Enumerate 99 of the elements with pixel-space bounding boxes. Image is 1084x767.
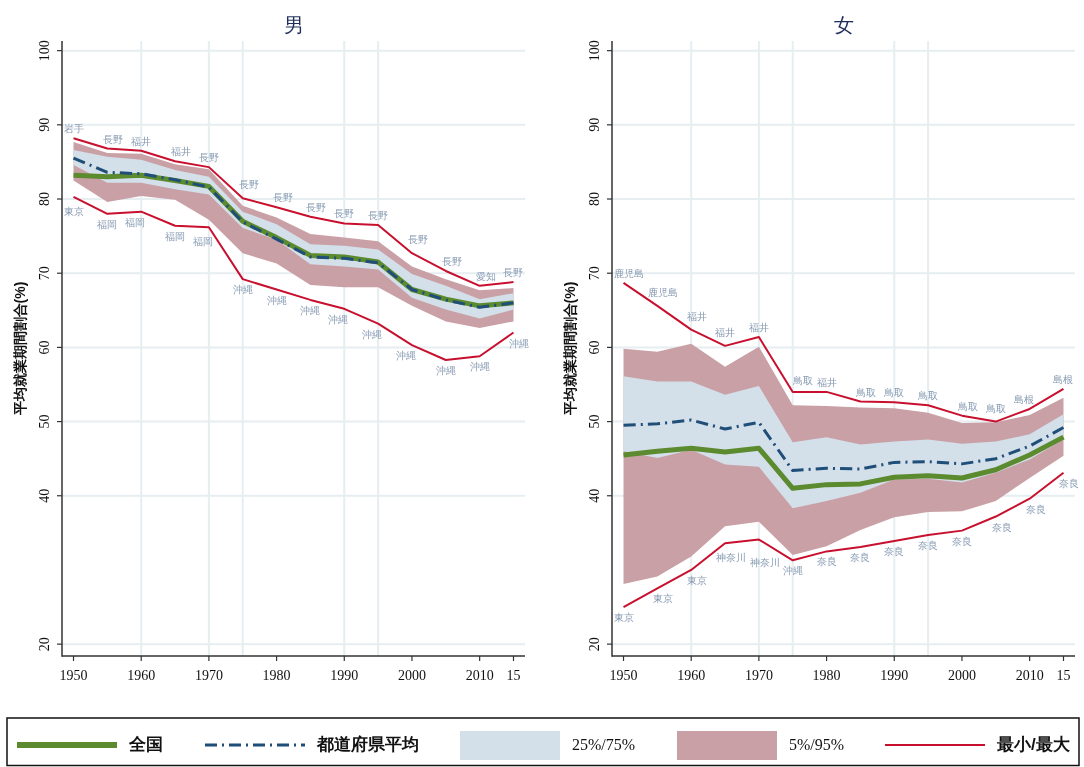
- annotation: 長野: [503, 267, 524, 279]
- x-tick-label: 1980: [812, 668, 841, 683]
- annotation: 愛知: [475, 270, 496, 282]
- chart-title: 女: [833, 14, 854, 36]
- annotation: 福井: [687, 310, 708, 322]
- annotation: 福岡: [125, 216, 146, 228]
- annotation: 福井: [816, 376, 837, 388]
- line-series: [622, 418, 1065, 473]
- y-tick-label: 90: [37, 117, 52, 132]
- annotation: 奈良: [884, 546, 905, 558]
- annotation: 沖縄: [509, 337, 530, 349]
- annotation: 沖縄: [435, 365, 456, 376]
- y-tick-label: 40: [587, 488, 602, 503]
- line-series: [622, 281, 1065, 423]
- annotation: 長野: [103, 133, 124, 145]
- annotation: 長野: [272, 192, 293, 204]
- x-tick-label: 2010: [465, 668, 494, 683]
- annotation: 福井: [715, 326, 736, 338]
- x-tick-label: 1970: [194, 668, 223, 683]
- annotation: 奈良: [918, 540, 939, 552]
- annotation: 福岡: [97, 218, 118, 230]
- y-tick-label: 90: [587, 117, 602, 132]
- y-tick-label: 20: [37, 637, 52, 652]
- annotation: 長野: [238, 179, 259, 191]
- x-tick-label: 1990: [330, 668, 359, 683]
- y-axis-title: 平均就業期間割合(%): [562, 281, 578, 417]
- y-tick-label: 100: [587, 40, 602, 62]
- annotation: 沖縄: [266, 294, 287, 306]
- annotation: 福岡: [165, 230, 186, 242]
- annotation: 鳥取: [855, 386, 877, 398]
- annotation: 島根: [1053, 373, 1074, 385]
- annotation: 東京: [64, 205, 84, 217]
- annotation: 長野: [407, 234, 428, 246]
- x-tick-label: 15: [506, 668, 521, 683]
- x-tick-label: 1960: [127, 668, 156, 683]
- y-tick-label: 100: [37, 40, 52, 62]
- annotation: 長野: [306, 201, 327, 213]
- annotation: 鹿児島: [614, 267, 644, 279]
- annotation: 鳥取: [956, 400, 978, 412]
- annotation: 鹿児島: [648, 286, 679, 298]
- y-tick-label: 60: [37, 340, 52, 355]
- annotation: 沖縄: [232, 284, 253, 296]
- annotation: 東京: [653, 593, 674, 605]
- annotation: 神奈川: [749, 556, 780, 568]
- x-tick-label: 1950: [609, 668, 638, 683]
- annotation: 沖縄: [782, 565, 803, 577]
- y-tick-label: 60: [587, 340, 602, 355]
- annotation: 長野: [334, 208, 355, 220]
- annotation: 鳥取: [917, 390, 939, 402]
- y-tick-label: 80: [587, 192, 602, 207]
- annotation: 奈良: [1059, 477, 1080, 489]
- legend-label: 全国: [128, 735, 163, 754]
- annotation: 東京: [614, 612, 634, 624]
- annotation: 奈良: [951, 535, 972, 547]
- y-tick-label: 70: [37, 266, 52, 281]
- x-tick-label: 1970: [744, 668, 773, 683]
- x-tick-label: 1950: [59, 668, 88, 683]
- annotation: 奈良: [850, 551, 871, 563]
- annotation: 福井: [131, 135, 152, 147]
- x-tick-label: 15: [1056, 668, 1071, 683]
- annotation: 沖縄: [328, 313, 349, 325]
- annotation: 福岡: [192, 236, 213, 248]
- annotation: 神奈川: [716, 552, 747, 564]
- annotation: 福井: [171, 146, 192, 158]
- x-tick-label: 1960: [677, 668, 706, 683]
- annotation: 奈良: [1025, 503, 1046, 515]
- annotation: 長野: [368, 209, 389, 221]
- annotation: 沖縄: [395, 350, 416, 362]
- x-tick-label: 2000: [397, 668, 426, 683]
- legend-label: 最小/最大: [996, 735, 1071, 754]
- annotation: 鳥取: [791, 374, 813, 386]
- chart-title: 男: [283, 14, 304, 36]
- y-tick-label: 80: [37, 192, 52, 207]
- y-tick-label: 50: [37, 414, 52, 429]
- x-tick-label: 1990: [880, 668, 909, 683]
- x-tick-label: 2000: [947, 668, 976, 683]
- annotation: 沖縄: [469, 361, 490, 373]
- annotation: 長野: [441, 255, 462, 267]
- annotation: 岩手: [64, 123, 84, 135]
- annotation: 鳥取: [984, 402, 1006, 414]
- y-tick-label: 70: [587, 266, 602, 281]
- legend-label: 25%/75%: [572, 736, 636, 753]
- annotation: 福井: [748, 322, 769, 333]
- y-tick-label: 20: [587, 637, 602, 652]
- legend-label: 5%/95%: [789, 736, 845, 753]
- annotation: 沖縄: [362, 328, 383, 340]
- annotation: 鳥取: [883, 387, 905, 399]
- annotation: 沖縄: [300, 304, 321, 316]
- annotation: 東京: [687, 574, 708, 586]
- legend-label: 都道府県平均: [316, 735, 419, 754]
- y-axis-title: 平均就業期間割合(%): [12, 281, 28, 417]
- x-tick-label: 1980: [262, 668, 291, 683]
- annotation: 島根: [1013, 393, 1034, 405]
- annotation: 奈良: [816, 556, 837, 568]
- y-tick-label: 40: [37, 488, 52, 503]
- x-tick-label: 2010: [1015, 668, 1044, 683]
- annotation: 奈良: [991, 521, 1012, 533]
- y-tick-label: 50: [587, 414, 602, 429]
- annotation: 長野: [198, 152, 219, 164]
